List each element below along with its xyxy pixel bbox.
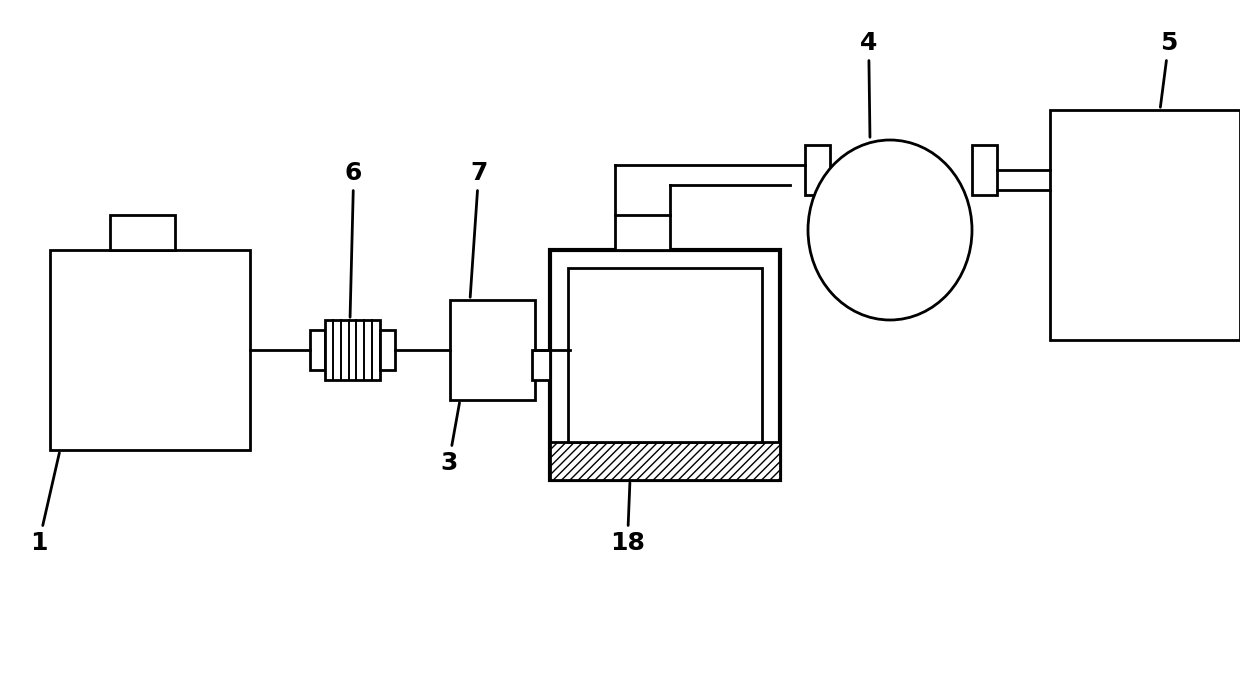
Bar <box>805 145 830 195</box>
Text: 6: 6 <box>345 161 362 317</box>
Bar <box>1050 110 1240 340</box>
Bar <box>325 320 379 380</box>
Bar <box>532 350 551 380</box>
Bar <box>50 250 250 450</box>
Bar <box>450 300 534 400</box>
Bar <box>310 330 325 370</box>
Bar <box>568 268 763 442</box>
Bar <box>110 215 175 250</box>
Text: 5: 5 <box>1159 31 1177 107</box>
Text: 1: 1 <box>30 453 60 555</box>
Bar <box>615 215 670 250</box>
Bar <box>551 442 780 480</box>
Text: 4: 4 <box>861 31 878 137</box>
Text: 3: 3 <box>440 402 460 475</box>
Ellipse shape <box>808 140 972 320</box>
Text: 18: 18 <box>610 483 645 555</box>
Bar <box>972 145 997 195</box>
Bar <box>379 330 396 370</box>
Bar <box>551 250 780 480</box>
Text: 7: 7 <box>470 161 487 298</box>
